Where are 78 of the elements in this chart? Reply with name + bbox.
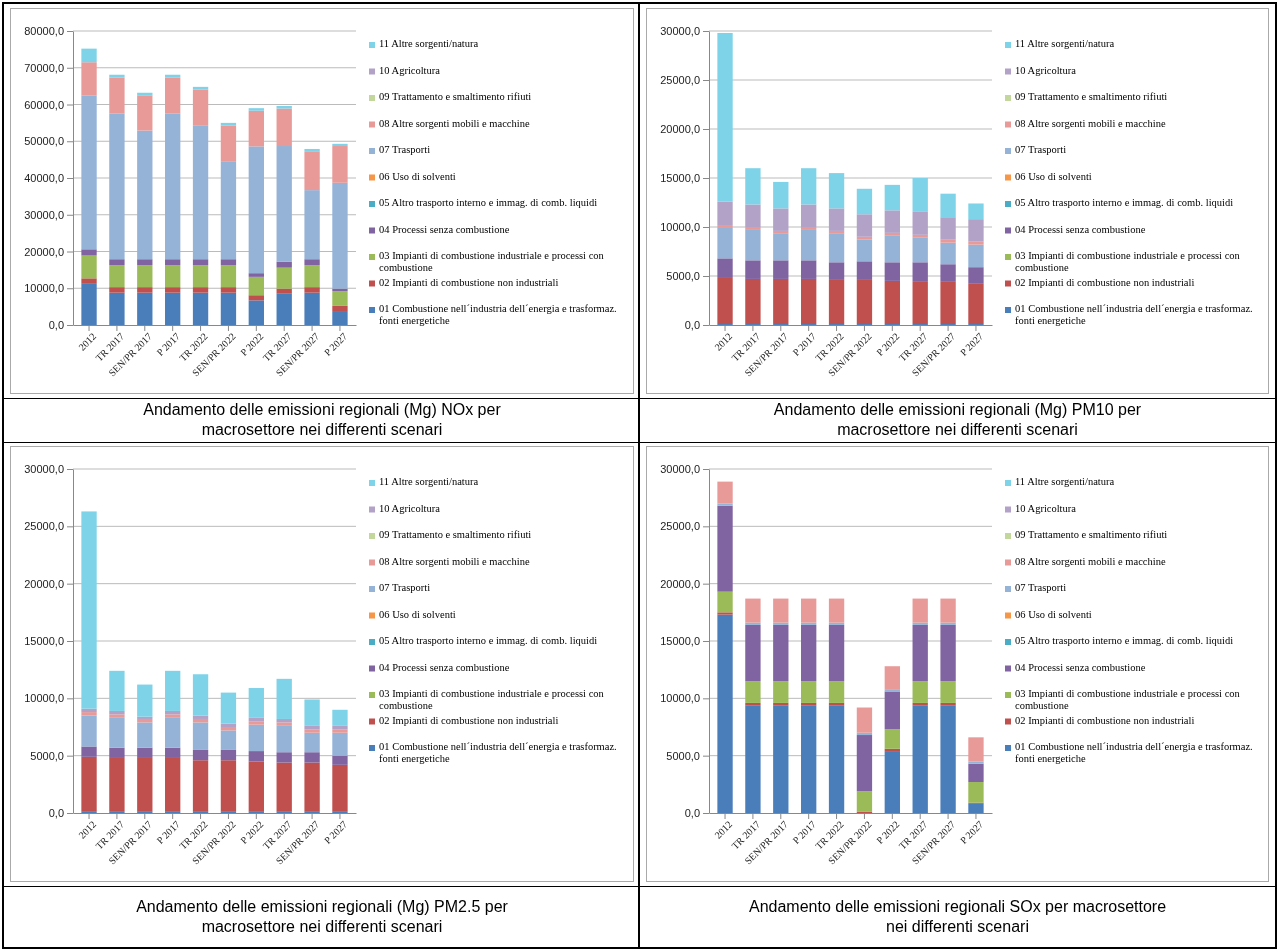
legend-label: 01 Combustione nell´industria dell´energia e trasformaz. fonti energetiche	[1015, 303, 1253, 327]
legend-label: 02 Impianti di combustione non industriali	[1015, 276, 1195, 288]
legend-label: 08 Altre sorgenti mobili e macchine	[379, 555, 530, 567]
y-tick-label: 5000,0	[30, 749, 64, 762]
y-tick-label: 0,0	[684, 319, 700, 332]
y-tick-label: 10000,0	[24, 282, 64, 295]
y-tick-label: 5000,0	[666, 749, 700, 762]
legend-label: 07 Trasporti	[1015, 144, 1067, 155]
legend-label: 05 Altro trasporto interno e immag. di comb. liquidi	[1015, 197, 1234, 208]
y-tick-label: 10000,0	[660, 221, 700, 234]
legend-label: 08 Altre sorgenti mobili e macchine	[1015, 117, 1166, 129]
legend-label: 02 Impianti di combustione non industriali	[1015, 714, 1195, 726]
y-tick-label: 30000,0	[24, 463, 64, 476]
y-tick-label: 70000,0	[24, 61, 64, 74]
y-tick-label: 50000,0	[24, 135, 64, 148]
legend-label: 03 Impianti di combustione industriale e processi con combustione	[379, 250, 605, 274]
y-tick-label: 40000,0	[24, 172, 64, 185]
y-tick-label: 60000,0	[24, 98, 64, 111]
legend-label: 03 Impianti di combustione industriale e processi con combustione	[379, 688, 605, 712]
legend-label: 07 Trasporti	[379, 582, 431, 593]
legend-label: 01 Combustione nell´industria dell´energia e trasformaz. fonti energetiche	[379, 303, 617, 327]
y-tick-label: 20000,0	[660, 577, 700, 590]
legend-label: 02 Impianti di combustione non industriali	[379, 276, 559, 288]
y-tick-label: 10000,0	[660, 692, 700, 705]
legend-label: 10 Agricoltura	[379, 502, 441, 514]
legend-label: 05 Altro trasporto interno e immag. di comb. liquidi	[379, 197, 598, 208]
text: Andamento delle emissioni regionali (Mg) PM10 per macrosettore nei differenti scenari	[772, 400, 1143, 440]
text: Andamento delle emissioni regionali (Mg) NOx per macrosettore nei differenti scenari	[142, 400, 502, 440]
y-tick-label: 25000,0	[24, 520, 64, 533]
y-tick-label: 25000,0	[660, 74, 700, 87]
legend-label: 07 Trasporti	[379, 144, 431, 155]
legend-label: 09 Trattamento e smaltimento rifiuti	[379, 529, 532, 540]
y-tick-label: 25000,0	[660, 520, 700, 533]
text: Andamento delle emissioni regionali (Mg) PM2.5 per macrosettore nei differenti scenari	[135, 897, 509, 937]
legend-label: 06 Uso di solventi	[1015, 608, 1092, 620]
y-tick-label: 80000,0	[24, 25, 64, 38]
y-tick-label: 15000,0	[660, 172, 700, 185]
legend-label: 08 Altre sorgenti mobili e macchine	[1015, 555, 1166, 567]
text: Andamento delle emissioni regionali SOx per macrosettore nei differenti scenari	[747, 897, 1168, 937]
legend-label: 11 Altre sorgenti/natura	[1015, 38, 1115, 49]
y-tick-label: 10000,0	[24, 692, 64, 705]
y-tick-label: 30000,0	[660, 25, 700, 38]
legend-label: 06 Uso di solventi	[379, 170, 456, 182]
y-tick-label: 0,0	[684, 807, 700, 820]
legend-label: 06 Uso di solventi	[379, 608, 456, 620]
legend-label: 07 Trasporti	[1015, 582, 1067, 593]
legend-label: 04 Processi senza combustione	[379, 661, 510, 673]
y-tick-label: 20000,0	[24, 245, 64, 258]
legend-label: 03 Impianti di combustione industriale e processi con combustione	[1015, 688, 1241, 712]
legend-label: 03 Impianti di combustione industriale e processi con combustione	[1015, 250, 1241, 274]
legend-label: 09 Trattamento e smaltimento rifiuti	[379, 91, 532, 102]
legend-label: 01 Combustione nell´industria dell´energia e trasformaz. fonti energetiche	[379, 741, 617, 765]
y-tick-label: 20000,0	[24, 577, 64, 590]
legend-label: 06 Uso di solventi	[1015, 170, 1092, 182]
legend-label: 04 Processi senza combustione	[1015, 223, 1146, 235]
legend-label: 10 Agricoltura	[379, 64, 441, 76]
legend-label: 05 Altro trasporto interno e immag. di comb. liquidi	[1015, 635, 1234, 646]
y-tick-label: 15000,0	[24, 635, 64, 648]
legend-label: 10 Agricoltura	[1015, 502, 1077, 514]
y-tick-label: 0,0	[48, 807, 64, 820]
legend-label: 09 Trattamento e smaltimento rifiuti	[1015, 91, 1168, 102]
legend-label: 05 Altro trasporto interno e immag. di comb. liquidi	[379, 635, 598, 646]
legend-label: 04 Processi senza combustione	[379, 223, 510, 235]
legend-label: 04 Processi senza combustione	[1015, 661, 1146, 673]
legend-label: 01 Combustione nell´industria dell´energia e trasformaz. fonti energetiche	[1015, 741, 1253, 765]
y-tick-label: 20000,0	[660, 123, 700, 136]
y-tick-label: 5000,0	[666, 270, 700, 283]
legend-label: 02 Impianti di combustione non industriali	[379, 714, 559, 726]
legend-label: 09 Trattamento e smaltimento rifiuti	[1015, 529, 1168, 540]
legend-label: 11 Altre sorgenti/natura	[379, 38, 479, 49]
y-tick-label: 15000,0	[660, 635, 700, 648]
legend-label: 11 Altre sorgenti/natura	[1015, 476, 1115, 487]
y-tick-label: 0,0	[48, 319, 64, 332]
legend-label: 10 Agricoltura	[1015, 64, 1077, 76]
legend-label: 11 Altre sorgenti/natura	[379, 476, 479, 487]
legend-label: 08 Altre sorgenti mobili e macchine	[379, 117, 530, 129]
y-tick-label: 30000,0	[24, 208, 64, 221]
y-tick-label: 30000,0	[660, 463, 700, 476]
